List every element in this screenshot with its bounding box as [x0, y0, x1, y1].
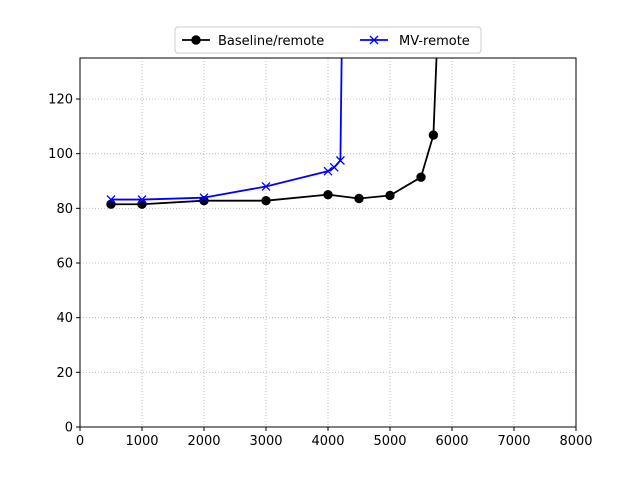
legend-label-mv-remote: MV-remote	[399, 34, 470, 49]
legend-box	[174, 26, 482, 54]
plot-frame	[79, 57, 577, 428]
legend-marker-shape-baseline	[191, 35, 201, 45]
legend-marker-mv-remote	[369, 35, 379, 45]
data-point-mv-remote-stroke-b	[335, 156, 345, 165]
data-point-baseline	[428, 130, 439, 140]
legend-marker-shape-mv-remote-stroke-b	[369, 35, 379, 45]
data-point-mv-remote	[106, 195, 116, 205]
legend-marker-shape-mv-remote	[369, 35, 379, 45]
data-point-baseline	[416, 172, 426, 182]
grid-lines	[79, 58, 577, 428]
x-tick-label: 0	[76, 434, 84, 449]
data-point-mv-remote-stroke-b	[323, 166, 333, 176]
data-point-mv-remote-stroke-b	[199, 193, 209, 203]
series-baseline	[106, 58, 439, 209]
y-tick-label: 80	[56, 202, 73, 217]
x-tick-label: 4000	[311, 434, 344, 449]
y-tick-label: 20	[56, 366, 73, 381]
data-point-mv-remote-stroke-b	[137, 195, 147, 205]
x-tick-label: 8000	[559, 434, 592, 449]
data-point-mv-remote	[137, 195, 147, 205]
data-point-mv-remote	[323, 166, 333, 176]
x-tick-label: 7000	[497, 434, 530, 449]
data-point-baseline	[106, 199, 116, 209]
y-tick-label: 0	[65, 421, 73, 436]
x-tick-label: 5000	[373, 434, 406, 449]
data-point-baseline	[261, 195, 271, 206]
x-tick-label: 2000	[187, 434, 220, 449]
axis-ticks: 0 1000 2000 3000 4000 5000 6000 7000 8000 0 20 40 60…	[48, 93, 592, 450]
x-tick-label: 3000	[249, 434, 282, 449]
data-point-baseline	[385, 190, 395, 201]
data-point-baseline	[354, 193, 364, 204]
y-tick-label: 120	[48, 93, 73, 108]
legend: Baseline/remote MV-remote	[174, 26, 482, 54]
y-tick-label: 100	[48, 147, 73, 162]
series-layer	[106, 58, 439, 209]
series-mv-remote	[106, 58, 345, 205]
data-point-mv-remote	[199, 193, 209, 203]
data-point-mv-remote	[261, 182, 271, 191]
x-tick-label: 6000	[435, 434, 468, 449]
data-point-mv-remote	[335, 156, 345, 165]
legend-label-baseline: Baseline/remote	[218, 34, 324, 49]
data-point-baseline	[137, 199, 147, 209]
series-line-baseline	[111, 58, 438, 206]
legend-marker-baseline	[191, 35, 201, 45]
data-point-mv-remote-stroke-b	[106, 195, 116, 205]
data-point-mv-remote-stroke-b	[261, 182, 271, 191]
y-tick-label: 40	[56, 311, 73, 326]
series-line-mv-remote	[111, 58, 343, 201]
y-tick-label: 60	[56, 257, 73, 272]
x-tick-label: 1000	[125, 434, 158, 449]
data-point-baseline	[323, 189, 333, 200]
